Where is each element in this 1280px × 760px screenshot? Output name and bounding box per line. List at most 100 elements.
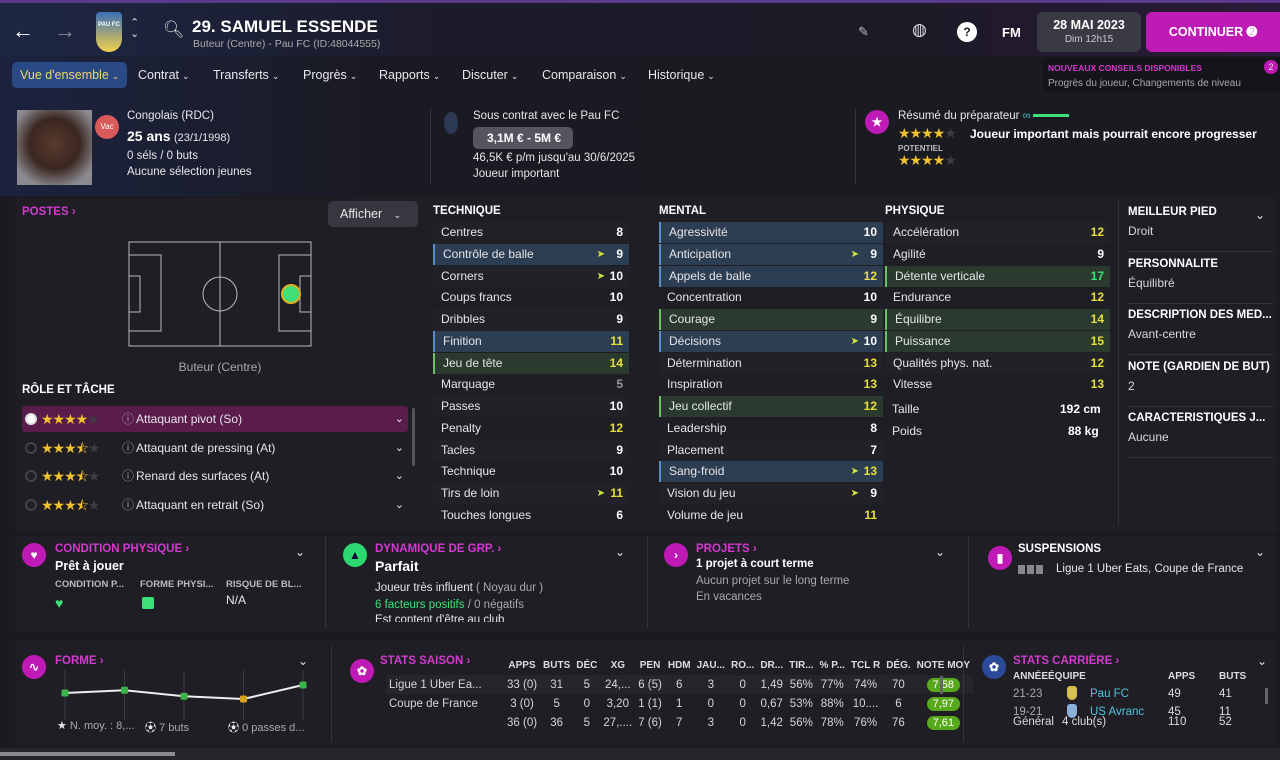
- status-badge[interactable]: Vac: [95, 115, 119, 139]
- attribute-row[interactable]: Agressivité 10: [659, 222, 883, 243]
- attribute-row[interactable]: Jeu de tête 14: [433, 352, 629, 374]
- role-item[interactable]: ★★★⯪★ ⓘ Attaquant de pressing (At) ⌄: [22, 435, 408, 461]
- career-stats-title[interactable]: STATS CARRIÈRE ›: [1013, 655, 1120, 667]
- chevron-down-icon[interactable]: ⌄: [394, 441, 404, 454]
- continue-button[interactable]: CONTINUER ➋: [1146, 12, 1280, 52]
- season-col-header[interactable]: DÉC: [576, 660, 598, 671]
- attribute-row[interactable]: Détermination 13: [659, 352, 883, 374]
- form-point[interactable]: [299, 681, 307, 689]
- season-col-header[interactable]: APPS: [508, 660, 536, 671]
- season-col-header[interactable]: HDM: [667, 660, 691, 671]
- form-point[interactable]: [180, 692, 188, 700]
- tab-0[interactable]: Vue d'ensemble ⌄: [12, 62, 128, 88]
- pencil-icon[interactable]: ✎: [858, 24, 869, 39]
- position-marker[interactable]: [281, 284, 301, 304]
- role-radio[interactable]: [25, 413, 37, 425]
- negative-factors[interactable]: / 0 négatifs: [467, 599, 524, 611]
- tab-1[interactable]: Contrat ⌄: [130, 62, 198, 88]
- career-col-header[interactable]: APPS: [1168, 671, 1196, 682]
- info-icon[interactable]: ⓘ: [122, 469, 135, 483]
- tab-4[interactable]: Rapports ⌄: [371, 62, 448, 88]
- attribute-row[interactable]: Tirs de loin ➤ 11: [433, 483, 629, 504]
- tab-7[interactable]: Historique ⌄: [640, 62, 723, 88]
- info-icon[interactable]: ⓘ: [122, 440, 135, 455]
- role-radio[interactable]: [25, 470, 37, 482]
- attribute-row[interactable]: Volume de jeu 11: [659, 505, 883, 526]
- career-col-header[interactable]: ÉQUIPE: [1048, 671, 1086, 682]
- transfer-value[interactable]: 3,1M € - 5M €: [473, 127, 574, 149]
- role-item[interactable]: ★★★⯪★ ⓘ Renard des surfaces (At) ⌄: [22, 463, 408, 489]
- chevron-down-icon[interactable]: ⌄: [1255, 208, 1266, 222]
- season-row[interactable]: Ligue 1 Uber Ea... 33 (0) 31 5 24,... 6 (5) 6 3…: [386, 675, 973, 694]
- projects-title[interactable]: PROJETS ›: [696, 543, 757, 555]
- season-scrollbar[interactable]: [940, 676, 943, 694]
- chevron-down-icon[interactable]: ⌄: [615, 545, 626, 559]
- date-display[interactable]: 28 MAI 2023 Dim 12h15: [1037, 12, 1141, 52]
- condition-title[interactable]: CONDITION PHYSIQUE ›: [55, 543, 190, 555]
- form-title[interactable]: FORME ›: [55, 655, 104, 667]
- season-col-header[interactable]: BUTS: [543, 660, 571, 671]
- club-badge[interactable]: PAU FC: [96, 12, 122, 52]
- tab-3[interactable]: Progrès ⌄: [295, 62, 365, 88]
- horizontal-scrollbar[interactable]: [0, 748, 1280, 760]
- attribute-row[interactable]: Tacles 9: [433, 439, 629, 461]
- chevron-down-icon[interactable]: ⌄: [295, 545, 306, 559]
- attribute-row[interactable]: Corners ➤ 10: [433, 265, 629, 287]
- positions-title[interactable]: POSTES ›: [22, 206, 76, 218]
- chevron-down-icon[interactable]: ⌄: [935, 545, 946, 559]
- form-point[interactable]: [121, 686, 128, 694]
- attribute-row[interactable]: Appels de balle 12: [659, 265, 883, 287]
- season-row[interactable]: 36 (0) 36 5 27,.... 7 (6) 7 3 0 1,42 56% 78% 76% 76 7…: [386, 713, 973, 732]
- tab-5[interactable]: Discuter ⌄: [454, 62, 526, 88]
- season-col-header[interactable]: PEN: [639, 660, 661, 671]
- role-item[interactable]: ★★★⯪★ ⓘ Attaquant en retrait (So) ⌄: [22, 492, 408, 518]
- attribute-row[interactable]: Agilité 9: [885, 244, 1110, 265]
- attribute-row[interactable]: Touches longues 6: [433, 505, 629, 526]
- attribute-row[interactable]: Puissance 15: [885, 330, 1110, 352]
- nationality[interactable]: Congolais (RDC): [127, 110, 214, 122]
- contract-title[interactable]: Sous contrat avec le Pau FC: [473, 110, 620, 122]
- attribute-row[interactable]: Coups francs 10: [433, 287, 629, 308]
- attribute-row[interactable]: Vision du jeu ➤ 9: [659, 483, 883, 504]
- attribute-row[interactable]: Passes 10: [433, 396, 629, 417]
- globe-icon[interactable]: ◍: [912, 20, 927, 39]
- form-point[interactable]: [61, 689, 69, 697]
- season-col-header[interactable]: XG: [610, 660, 626, 671]
- roles-scrollbar[interactable]: [412, 408, 415, 466]
- attribute-row[interactable]: Finition 11: [433, 330, 629, 352]
- up-down-chevron-icon[interactable]: ⌃ ⌄: [130, 17, 140, 40]
- season-col-header[interactable]: DR...: [760, 660, 784, 671]
- form-point[interactable]: [240, 695, 247, 703]
- attribute-row[interactable]: Technique 10: [433, 461, 629, 482]
- help-icon[interactable]: ?: [957, 22, 977, 42]
- chevron-down-icon[interactable]: ⌄: [394, 413, 404, 425]
- forward-arrow-icon[interactable]: →: [54, 18, 76, 43]
- attribute-row[interactable]: Inspiration 13: [659, 374, 883, 395]
- season-col-header[interactable]: JAU...: [696, 660, 725, 671]
- attribute-row[interactable]: Contrôle de balle ➤ 9: [433, 243, 629, 265]
- season-col-header[interactable]: RO...: [730, 660, 755, 671]
- show-dropdown[interactable]: Afficher ⌄: [328, 201, 418, 227]
- season-col-header[interactable]: NOTE MOY: [916, 660, 970, 671]
- season-col-header[interactable]: DÉG.: [886, 660, 911, 671]
- search-icon[interactable]: 🔍︎: [163, 20, 185, 39]
- attribute-row[interactable]: Placement 7: [659, 439, 883, 461]
- attribute-row[interactable]: Qualités phys. nat. 12: [885, 352, 1110, 374]
- tab-2[interactable]: Transferts ⌄: [205, 62, 287, 88]
- season-col-header[interactable]: % P...: [819, 660, 845, 671]
- chevron-down-icon[interactable]: ⌄: [1257, 654, 1268, 668]
- attribute-row[interactable]: Sang-froid ➤ 13: [659, 461, 883, 483]
- attribute-row[interactable]: Endurance 12: [885, 287, 1110, 308]
- role-radio[interactable]: [25, 441, 37, 454]
- info-icon[interactable]: ⓘ: [122, 412, 135, 426]
- dynamics-title[interactable]: DYNAMIQUE DE GRP. ›: [375, 543, 502, 555]
- attribute-row[interactable]: Centres 8: [433, 222, 629, 243]
- attribute-row[interactable]: Concentration 10: [659, 287, 883, 308]
- career-col-header[interactable]: ANNÉE: [1013, 671, 1049, 682]
- role-radio[interactable]: [25, 498, 37, 511]
- season-row[interactable]: Coupe de France 3 (0) 5 0 3,20 1 (1) 1 0 0 0,67 53…: [386, 694, 973, 713]
- info-icon[interactable]: ⓘ: [122, 497, 135, 512]
- attribute-row[interactable]: Anticipation ➤ 9: [659, 243, 883, 265]
- season-col-header[interactable]: TIR...: [789, 660, 814, 671]
- positive-factors[interactable]: 6 facteurs positifs: [375, 599, 465, 611]
